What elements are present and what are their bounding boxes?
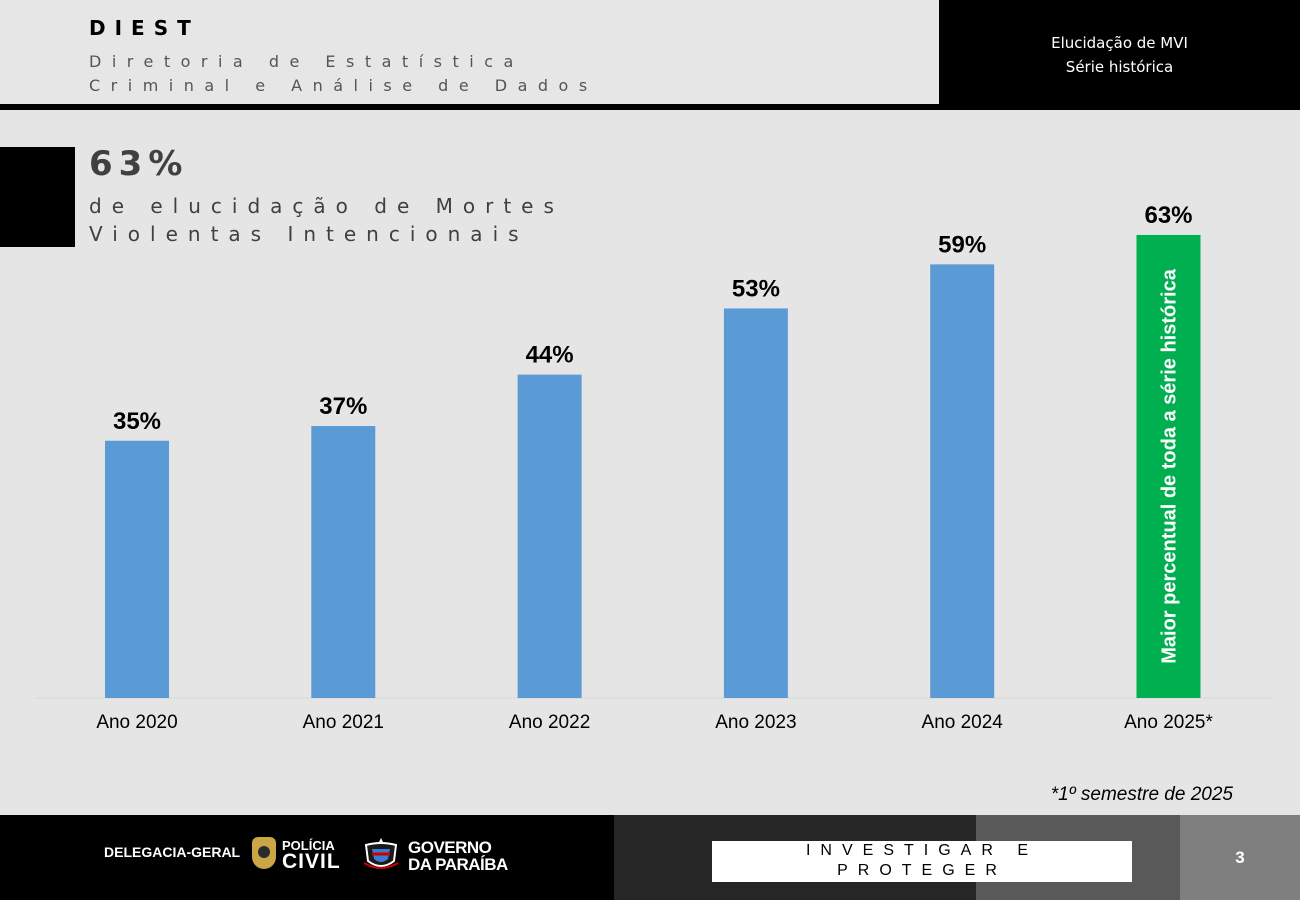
page-number: 3 bbox=[1180, 815, 1300, 900]
headline-text-line1: de elucidação de Mortes bbox=[89, 194, 564, 218]
data-label-1: 37% bbox=[319, 393, 367, 420]
bar-1 bbox=[311, 426, 376, 698]
headline-value: 63% bbox=[89, 144, 189, 184]
org-name-line2: Criminal e Análise de Dados bbox=[89, 76, 598, 95]
police-badge-icon bbox=[252, 837, 276, 869]
org-name-line1: Diretoria de Estatística bbox=[89, 52, 524, 71]
bar-0 bbox=[105, 440, 169, 698]
bar-chart: 35% Ano 2020 37% Ano 2021 44% Ano 2022 53% Ano … bbox=[35, 202, 1272, 733]
gov-logo-line2: DA PARAÍBA bbox=[408, 855, 508, 874]
data-label-5: 63% bbox=[1144, 202, 1192, 229]
data-label-3: 53% bbox=[732, 275, 780, 302]
headline-text-line2: Violentas Intencionais bbox=[89, 222, 529, 246]
bar-3 bbox=[723, 308, 788, 698]
gov-logo-line1: GOVERNO bbox=[408, 838, 492, 857]
highlight-annotation: Maior percentual de toda a série históri… bbox=[1159, 268, 1181, 663]
x-tick-label-3: Ano 2023 bbox=[715, 712, 796, 733]
x-tick-label-0: Ano 2020 bbox=[96, 712, 177, 733]
data-label-2: 44% bbox=[526, 342, 574, 369]
x-tick-label-1: Ano 2021 bbox=[303, 712, 384, 733]
org-name: Diretoria de Estatística Criminal e Anál… bbox=[89, 50, 598, 98]
header-divider bbox=[0, 104, 1300, 110]
headline-text: de elucidação de Mortes Violentas Intenc… bbox=[89, 192, 609, 248]
police-logo-line1: POLÍCIA bbox=[282, 838, 335, 853]
report-title-line1: Elucidação de MVI bbox=[1051, 34, 1188, 52]
motto-line1: INVESTIGAR E bbox=[805, 842, 1039, 859]
header-light-panel bbox=[0, 0, 940, 104]
department-label: DELEGACIA-GERAL bbox=[104, 844, 241, 860]
policia-civil-logo: POLÍCIA CIVIL bbox=[252, 835, 352, 875]
report-title-panel: Elucidação de MVI Série histórica bbox=[939, 0, 1300, 110]
motto-box: INVESTIGAR E PROTEGER bbox=[712, 841, 1132, 882]
governo-paraiba-logo: GOVERNO DA PARAÍBA bbox=[362, 833, 512, 877]
state-crest-icon bbox=[363, 838, 399, 869]
footer-black-panel: DELEGACIA-GERAL POLÍCIA CIVIL GOVERNO DA… bbox=[0, 815, 614, 900]
data-label-0: 35% bbox=[113, 408, 161, 435]
bar-2 bbox=[517, 374, 582, 698]
police-logo-line2: CIVIL bbox=[282, 850, 341, 873]
x-tick-label-2: Ano 2022 bbox=[509, 712, 590, 733]
bar-5 bbox=[1136, 234, 1201, 698]
data-label-4: 59% bbox=[938, 231, 986, 258]
footer-bar: DELEGACIA-GERAL POLÍCIA CIVIL GOVERNO DA… bbox=[0, 815, 1300, 900]
x-tick-label-5: Ano 2025* bbox=[1124, 712, 1213, 733]
footnote: *1º semestre de 2025 bbox=[1050, 784, 1233, 805]
motto-line2: PROTEGER bbox=[837, 862, 1007, 879]
header-bar: DIEST Diretoria de Estatística Criminal … bbox=[0, 0, 1300, 110]
headline-accent-block bbox=[0, 147, 75, 247]
org-code: DIEST bbox=[89, 16, 200, 40]
report-title-line2: Série histórica bbox=[1065, 58, 1174, 76]
bar-4 bbox=[930, 264, 995, 698]
x-tick-label-4: Ano 2024 bbox=[922, 712, 1004, 733]
